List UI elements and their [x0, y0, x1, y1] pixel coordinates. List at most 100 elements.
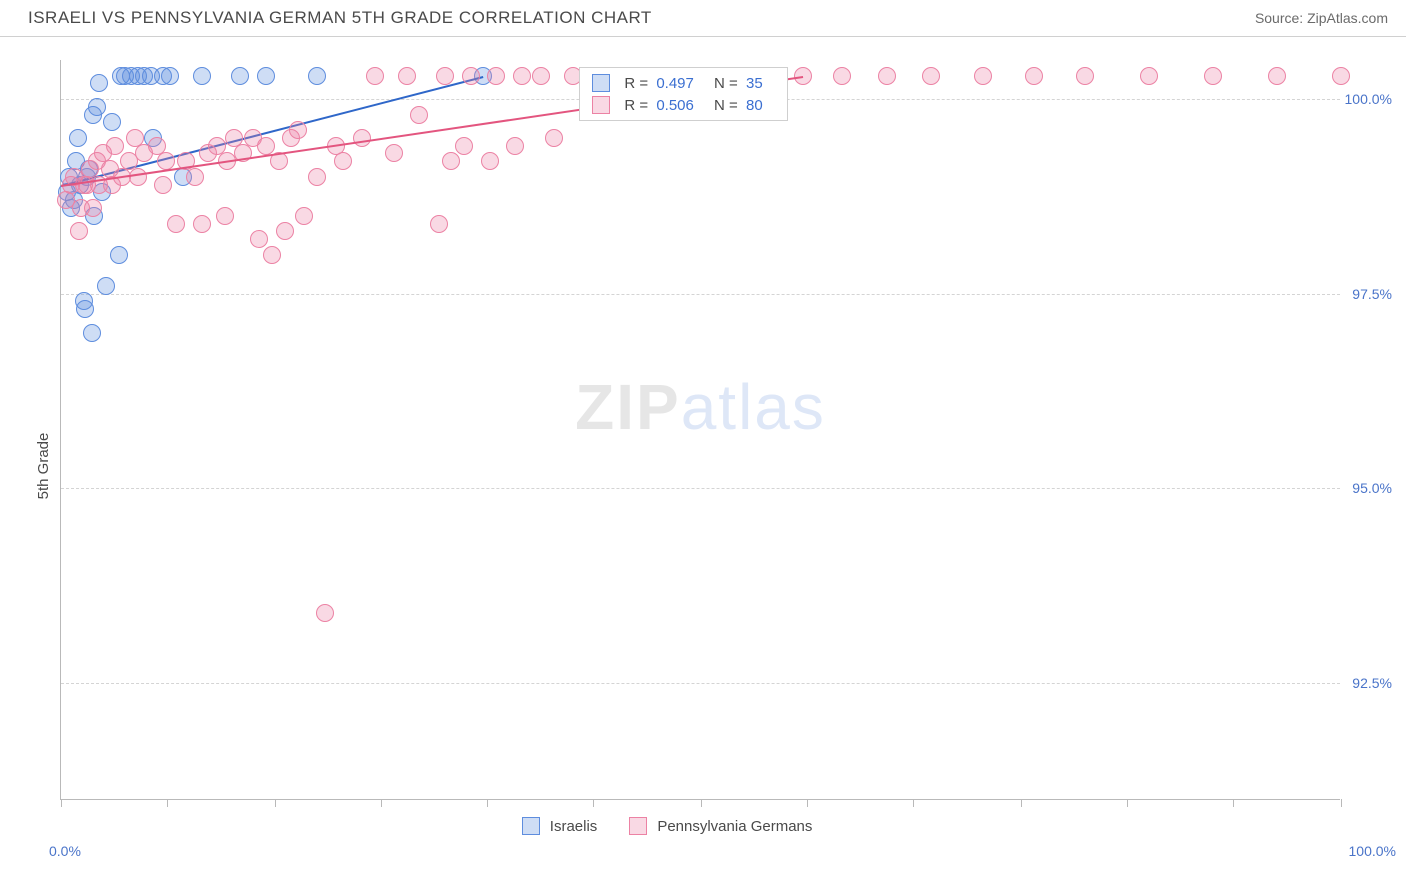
scatter-point — [289, 121, 307, 139]
y-tick-label: 97.5% — [1352, 286, 1392, 302]
scatter-point — [878, 67, 896, 85]
scatter-point — [385, 144, 403, 162]
legend-swatch — [522, 817, 540, 835]
chart-area: 5th Grade ZIPatlas 92.5%95.0%97.5%100.0%… — [0, 40, 1406, 892]
scatter-point — [88, 98, 106, 116]
y-tick-label: 100.0% — [1345, 91, 1392, 107]
x-tick — [381, 799, 382, 807]
x-tick — [593, 799, 594, 807]
y-axis-label: 5th Grade — [35, 433, 52, 500]
scatter-point — [487, 67, 505, 85]
scatter-point — [161, 67, 179, 85]
series-legend: Israelis Pennsylvania Germans — [522, 817, 835, 835]
scatter-point — [436, 67, 454, 85]
scatter-point — [545, 129, 563, 147]
legend-stats: R = 0.506 N = 80 — [620, 97, 774, 114]
scatter-point — [186, 168, 204, 186]
chart-header: ISRAELI VS PENNSYLVANIA GERMAN 5TH GRADE… — [0, 0, 1406, 37]
x-tick — [487, 799, 488, 807]
scatter-point — [263, 246, 281, 264]
scatter-point — [76, 300, 94, 318]
gridline — [61, 683, 1340, 684]
scatter-point — [1268, 67, 1286, 85]
legend-series-name: Israelis — [550, 818, 598, 835]
scatter-point — [308, 168, 326, 186]
scatter-point — [1140, 67, 1158, 85]
x-tick — [61, 799, 62, 807]
scatter-point — [1204, 67, 1222, 85]
x-tick — [275, 799, 276, 807]
scatter-point — [167, 215, 185, 233]
scatter-point — [922, 67, 940, 85]
legend-stats: R = 0.497 N = 35 — [620, 75, 774, 92]
scatter-point — [129, 168, 147, 186]
scatter-point — [110, 246, 128, 264]
scatter-point — [257, 137, 275, 155]
scatter-point — [154, 176, 172, 194]
scatter-point — [97, 277, 115, 295]
scatter-point — [276, 222, 294, 240]
legend-series-name: Pennsylvania Germans — [657, 818, 812, 835]
scatter-point — [334, 152, 352, 170]
scatter-point — [353, 129, 371, 147]
x-tick — [1341, 799, 1342, 807]
scatter-point — [193, 215, 211, 233]
scatter-point — [295, 207, 313, 225]
chart-title: ISRAELI VS PENNSYLVANIA GERMAN 5TH GRADE… — [28, 8, 652, 28]
legend-row: R = 0.497 N = 35 — [580, 72, 786, 94]
scatter-point — [366, 67, 384, 85]
watermark-zip: ZIP — [575, 371, 681, 443]
scatter-point — [513, 67, 531, 85]
scatter-point — [1025, 67, 1043, 85]
scatter-point — [410, 106, 428, 124]
scatter-point — [462, 67, 480, 85]
watermark-atlas: atlas — [681, 371, 826, 443]
scatter-point — [430, 215, 448, 233]
scatter-point — [103, 113, 121, 131]
scatter-point — [69, 129, 87, 147]
x-tick — [1233, 799, 1234, 807]
scatter-point — [193, 67, 211, 85]
legend-swatch — [629, 817, 647, 835]
gridline — [61, 294, 1340, 295]
scatter-point — [974, 67, 992, 85]
scatter-point — [231, 67, 249, 85]
x-tick — [1127, 799, 1128, 807]
chart-source: Source: ZipAtlas.com — [1255, 10, 1388, 26]
scatter-point — [398, 67, 416, 85]
scatter-point — [1332, 67, 1350, 85]
scatter-point — [532, 67, 550, 85]
y-tick-label: 92.5% — [1352, 675, 1392, 691]
legend-row: R = 0.506 N = 80 — [580, 94, 786, 116]
scatter-point — [442, 152, 460, 170]
scatter-point — [833, 67, 851, 85]
scatter-point — [1076, 67, 1094, 85]
scatter-point — [455, 137, 473, 155]
scatter-point — [308, 67, 326, 85]
scatter-point — [84, 199, 102, 217]
plot-region: ZIPatlas 92.5%95.0%97.5%100.0%0.0%100.0%… — [60, 60, 1340, 800]
x-tick — [167, 799, 168, 807]
y-tick-label: 95.0% — [1352, 480, 1392, 496]
x-tick — [807, 799, 808, 807]
watermark: ZIPatlas — [575, 370, 826, 444]
x-tick — [701, 799, 702, 807]
scatter-point — [250, 230, 268, 248]
scatter-point — [506, 137, 524, 155]
scatter-point — [83, 324, 101, 342]
legend-swatch — [592, 96, 610, 114]
legend-swatch — [592, 74, 610, 92]
scatter-point — [216, 207, 234, 225]
x-tick-label: 100.0% — [1349, 843, 1396, 859]
scatter-point — [90, 74, 108, 92]
scatter-point — [106, 137, 124, 155]
scatter-point — [70, 222, 88, 240]
correlation-legend: R = 0.497 N = 35 R = 0.506 N = 80 — [579, 67, 787, 121]
x-tick — [1021, 799, 1022, 807]
scatter-point — [316, 604, 334, 622]
gridline — [61, 488, 1340, 489]
x-tick — [913, 799, 914, 807]
x-tick-label: 0.0% — [49, 843, 81, 859]
scatter-point — [794, 67, 812, 85]
scatter-point — [481, 152, 499, 170]
